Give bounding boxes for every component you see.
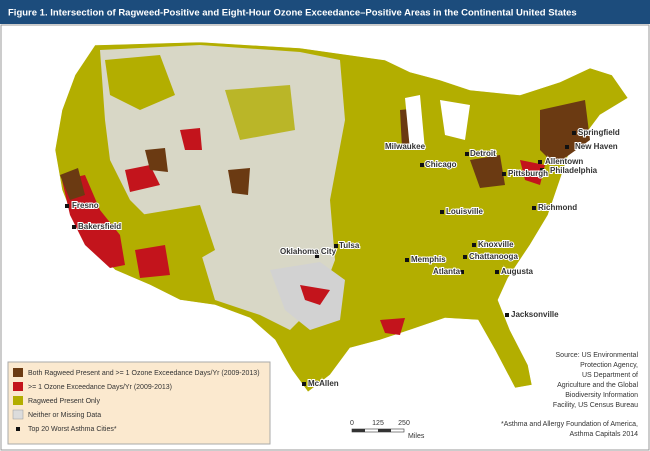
scale-label: 125 [372, 420, 384, 427]
legend-swatch [12, 409, 24, 420]
city-marker [315, 254, 319, 258]
city-label: Chattanooga [469, 252, 518, 261]
lake [405, 95, 470, 150]
city-marker [532, 206, 536, 210]
legend-swatch [13, 396, 23, 405]
city-marker [463, 255, 467, 259]
footnote-line: *Asthma and Allergy Foundation of Americ… [501, 421, 638, 428]
source-line: Source: US Environmental [556, 352, 639, 359]
city-marker [420, 163, 424, 167]
legend-swatch [13, 368, 23, 377]
city-label: Allentown [545, 157, 583, 166]
city-marker [440, 210, 444, 214]
city-marker [572, 131, 576, 135]
city-marker [72, 225, 76, 229]
city-marker [495, 270, 499, 274]
city-label: Philadelphia [550, 166, 598, 175]
city-label: New Haven [575, 142, 618, 151]
source-line: Agriculture and the Global [557, 382, 638, 389]
city-label: Pittsburgh [508, 169, 548, 178]
footnote-line: Asthma Capitals 2014 [570, 431, 639, 438]
city-marker [505, 313, 509, 317]
city-marker [502, 172, 506, 176]
source: Source: US Environmental Protection Agenc… [553, 352, 639, 409]
city-marker [472, 243, 476, 247]
city-marker [565, 145, 569, 149]
city-label: Springfield [578, 128, 620, 137]
title: Figure 1. Intersection of Ragweed-Positi… [8, 8, 577, 19]
city-marker [65, 204, 69, 208]
scale-unit: Miles [408, 433, 425, 440]
city-layer: Springfield New Haven Allentown Philadel… [65, 127, 621, 389]
legend-swatch [13, 382, 23, 391]
city-label: Louisville [446, 207, 483, 216]
legend-box [7, 361, 271, 445]
city-label: Fresno [72, 201, 99, 210]
source-line: Protection Agency, [580, 362, 638, 369]
ozone-region [125, 128, 202, 278]
frame [0, 24, 650, 451]
city-label: Oklahoma City [280, 247, 337, 256]
scale-bar [378, 429, 391, 432]
city-label: Tulsa [339, 241, 360, 250]
city-marker [418, 145, 422, 149]
footnote: *Asthma and Allergy Foundation of Americ… [501, 421, 638, 438]
city-label: Richmond [538, 203, 577, 212]
legend-label: >= 1 Ozone Exceedance Days/Yr (2009-2013… [28, 384, 172, 391]
ozone-region [62, 175, 125, 268]
city-label: Memphis [411, 255, 446, 264]
source-line: US Department of [582, 372, 638, 379]
city-label: Milwaukee [385, 142, 426, 151]
scale-bar [352, 429, 365, 432]
legend-label: Ragweed Present Only [28, 398, 100, 405]
title-bar [0, 0, 650, 24]
ragweed-region [225, 85, 295, 140]
city-marker [460, 270, 464, 274]
city-marker [334, 244, 338, 248]
city-label: Detroit [470, 149, 496, 158]
scale-label: 250 [398, 420, 410, 427]
city-marker [302, 382, 306, 386]
legend-swatch [16, 427, 20, 431]
city-label: Bakersfield [78, 222, 121, 231]
city-label: Atlanta [433, 267, 461, 276]
city-marker [538, 160, 542, 164]
city-marker [540, 168, 544, 172]
scale-label: 0 [350, 420, 354, 427]
city-label: Jacksonville [511, 310, 559, 319]
city-marker [465, 152, 469, 156]
ragweed-region [105, 55, 175, 110]
city-label: Knoxville [478, 240, 514, 249]
source-line: Facility, US Census Bureau [553, 402, 638, 409]
legend-label: Both Ragweed Present and >= 1 Ozone Exce… [28, 370, 260, 377]
city-marker [405, 258, 409, 262]
source-line: Biodiversity Information [565, 392, 638, 399]
city-label: Chicago [425, 160, 457, 169]
city-label: Augusta [501, 267, 534, 276]
legend-label: Neither or Missing Data [28, 412, 101, 419]
legend-label: Top 20 Worst Asthma Cities* [28, 426, 117, 433]
city-label: McAllen [308, 379, 339, 388]
